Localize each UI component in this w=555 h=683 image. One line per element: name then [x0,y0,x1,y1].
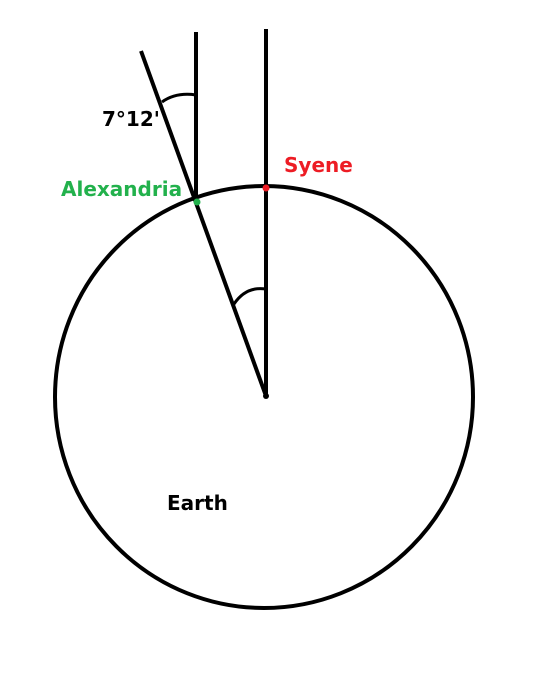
alexandria-label: Alexandria [61,177,182,201]
earth-label: Earth [167,491,228,515]
alexandria-radius-line [139,50,268,397]
angle-label: 7°12' [102,107,160,131]
syene-point [262,184,270,192]
top-angle-arc [161,92,197,104]
earth-center-point [263,393,269,399]
center-angle-arc [232,287,267,305]
alexandria-point [193,198,201,206]
syene-label: Syene [284,153,353,177]
